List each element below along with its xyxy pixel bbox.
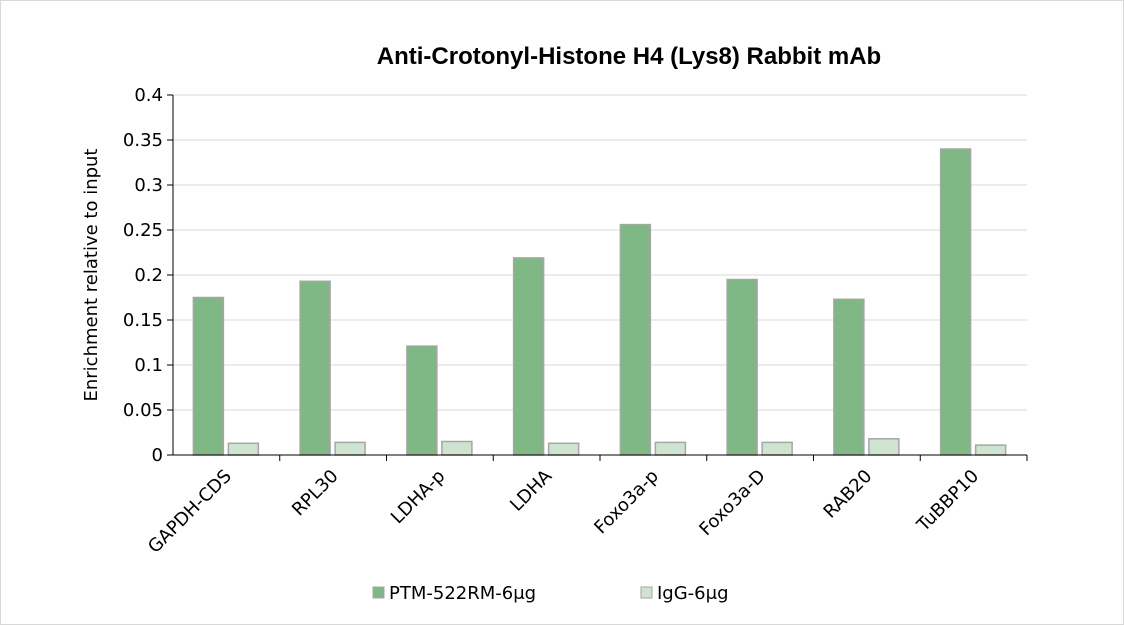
y-tick-label: 0.35	[123, 130, 163, 151]
bar-igg	[974, 444, 1007, 456]
bar-igg	[868, 438, 900, 456]
legend-swatch	[640, 586, 653, 599]
bar-ptm	[833, 298, 865, 456]
bar-ptm	[192, 296, 225, 456]
bar-igg	[441, 440, 473, 456]
y-tick-label: 0	[152, 445, 163, 466]
bars	[192, 148, 1007, 456]
bar-ptm	[512, 257, 545, 456]
bar-ptm	[406, 345, 438, 456]
legend-label: PTM-522RM-6μg	[389, 583, 536, 604]
bar-igg	[547, 442, 580, 456]
x-tick-label: GAPDH-CDS	[144, 466, 236, 558]
bar-ptm	[726, 278, 758, 456]
bar-igg	[761, 441, 793, 456]
y-tick-label: 0.1	[134, 355, 163, 376]
bar-igg	[227, 442, 260, 456]
bar-ptm	[619, 223, 652, 456]
bar-ptm	[299, 280, 331, 456]
y-tick-label: 0.4	[134, 85, 163, 106]
x-tick-label: LDHA	[506, 465, 557, 516]
x-tick-label: RPL30	[288, 466, 343, 521]
y-tick-label: 0.05	[123, 400, 163, 421]
bar-igg	[334, 441, 366, 456]
y-tick-label: 0.25	[123, 220, 163, 241]
bar-igg	[654, 441, 687, 456]
axes: 0 0.05 0.1 0.15 0.2 0.25 0.3 0.35 0.4 GAPDH-CDS RP…	[123, 85, 1028, 558]
y-tick-label: 0.15	[123, 310, 163, 331]
legend: PTM-522RM-6μg IgG-6μg	[372, 583, 729, 604]
y-tick-label: 0.2	[134, 265, 163, 286]
legend-label: IgG-6μg	[657, 583, 729, 604]
x-tick-label: TuBBP10	[912, 466, 983, 537]
x-tick-label: Foxo3a-D	[695, 466, 769, 540]
y-axis-label: Enrichment relative to input	[81, 149, 102, 402]
chart-title: Anti-Crotonyl-Histone H4 (Lys8) Rabbit m…	[377, 43, 881, 70]
x-tick-label: LDHA-p	[387, 466, 449, 528]
y-tick-label: 0.3	[134, 175, 163, 196]
x-tick-label: RAB20	[820, 466, 877, 523]
legend-swatch	[372, 586, 385, 599]
x-tick-label: Foxo3a-p	[590, 466, 663, 539]
bar-ptm	[939, 148, 972, 456]
